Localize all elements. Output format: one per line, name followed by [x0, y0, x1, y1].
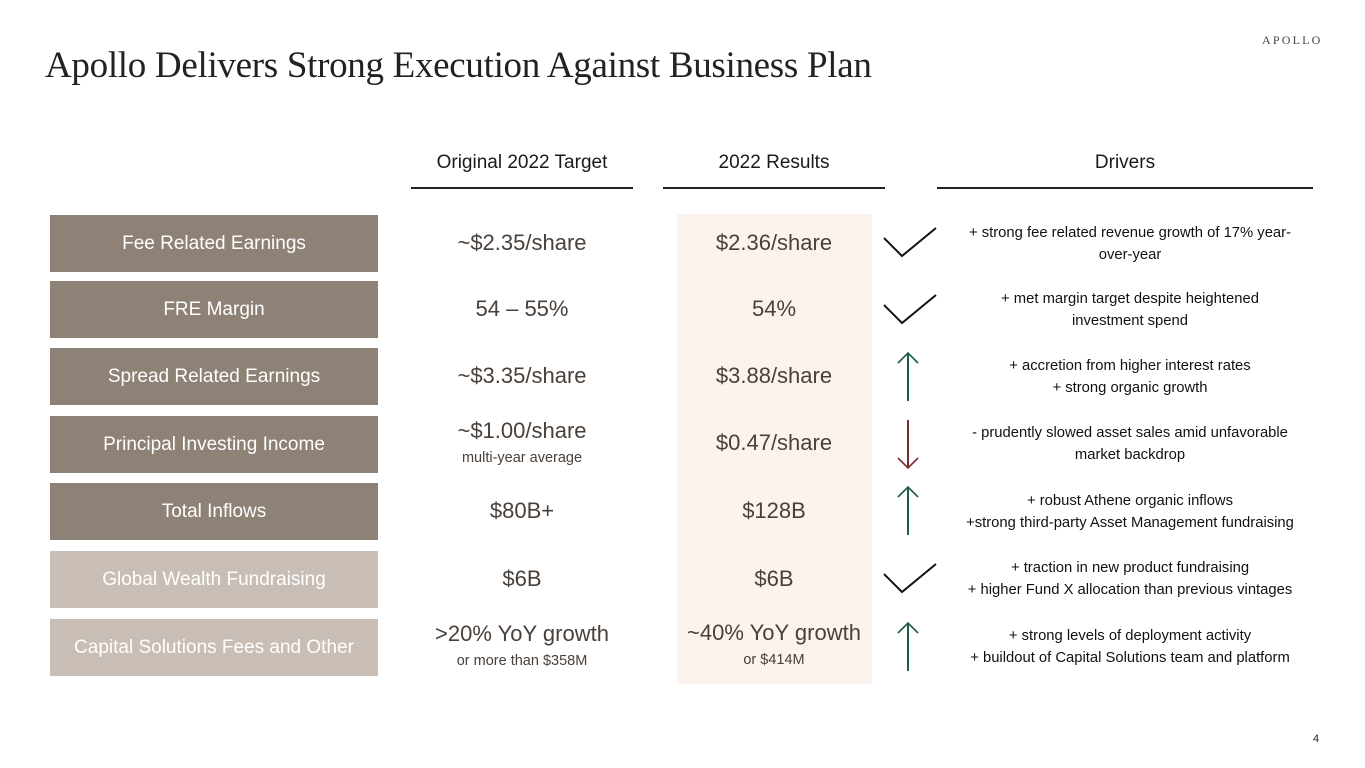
row-label-total-inflows: Total Inflows: [50, 483, 378, 540]
row-label-fre-margin: FRE Margin: [50, 281, 378, 338]
row-label-capital-solutions-fees: Capital Solutions Fees and Other: [50, 619, 378, 676]
row-label-text: Spread Related Earnings: [107, 365, 321, 387]
check-icon: [883, 227, 937, 258]
driver-line: + buildout of Capital Solutions team and…: [970, 650, 1290, 666]
driver-text: + robust Athene organic inflows +strong t…: [944, 490, 1316, 534]
driver-line: + robust Athene organic inflows: [1026, 493, 1234, 509]
target-cell: >20% YoY growth or more than $358M: [411, 621, 633, 671]
check-icon: [883, 563, 937, 594]
driver-text: + accretion from higher interest rates + …: [944, 355, 1316, 399]
result-note: or $414M: [743, 652, 805, 668]
row-label-text: Principal Investing Income: [103, 433, 325, 455]
row-label-global-wealth-fundraising: Global Wealth Fundraising: [50, 551, 378, 608]
page-title: Apollo Delivers Strong Execution Against…: [45, 45, 872, 86]
result-cell: $6B: [663, 566, 885, 592]
result-cell: $2.36/share: [663, 230, 885, 256]
row-label-principal-investing-income: Principal Investing Income: [50, 416, 378, 473]
driver-line: + traction in new product fundraising: [1010, 560, 1250, 576]
target-value: ~$3.35/share: [457, 363, 587, 388]
result-value: $6B: [754, 566, 794, 591]
target-cell: 54 – 55%: [411, 296, 633, 322]
column-header-results-underline: [663, 187, 885, 189]
target-cell: ~$2.35/share: [411, 230, 633, 256]
arrow-down-icon: [897, 420, 919, 470]
driver-line: + strong levels of deployment activity: [1008, 628, 1252, 644]
apollo-logo: APOLLO: [1262, 33, 1323, 47]
driver-line: + strong fee related revenue growth of 1…: [968, 225, 1292, 241]
result-value: $2.36/share: [715, 230, 833, 255]
result-cell: $3.88/share: [663, 363, 885, 389]
row-label-text: Global Wealth Fundraising: [102, 568, 326, 590]
target-cell: $6B: [411, 566, 633, 592]
target-cell: ~$3.35/share: [411, 363, 633, 389]
arrow-up-icon: [897, 351, 919, 401]
result-value: 54%: [751, 296, 797, 321]
row-label-fee-related-earnings: Fee Related Earnings: [50, 215, 378, 272]
driver-line: + accretion from higher interest rates: [1009, 358, 1251, 374]
driver-text: + strong levels of deployment activity + …: [944, 625, 1316, 669]
target-note: multi-year average: [461, 450, 583, 466]
result-value: $0.47/share: [715, 430, 833, 455]
driver-line: + met margin target despite heightened: [1001, 291, 1259, 307]
result-value: $128B: [742, 498, 806, 523]
driver-line: market backdrop: [1074, 447, 1186, 463]
driver-line: over-year: [1098, 247, 1162, 263]
column-header-drivers: Drivers: [1094, 152, 1156, 173]
check-icon: [883, 294, 937, 325]
result-value: $3.88/share: [715, 363, 833, 388]
driver-text: + traction in new product fundraising + h…: [944, 557, 1316, 601]
results-highlight-column: [677, 214, 872, 684]
driver-line: investment spend: [1072, 313, 1188, 329]
target-value: $6B: [502, 566, 542, 591]
arrow-up-icon: [897, 621, 919, 671]
page-number: 4: [1313, 733, 1320, 745]
row-label-text: FRE Margin: [163, 298, 265, 320]
driver-text: + strong fee related revenue growth of 1…: [944, 222, 1316, 266]
result-cell: 54%: [663, 296, 885, 322]
target-note: or more than $358M: [456, 653, 588, 669]
arrow-up-icon: [897, 485, 919, 535]
driver-line: - prudently slowed asset sales amid unfa…: [972, 425, 1288, 441]
column-header-drivers-underline: [937, 187, 1313, 189]
column-header-results: 2022 Results: [718, 152, 830, 173]
target-cell: ~$1.00/share multi-year average: [411, 418, 633, 468]
driver-line: + strong organic growth: [1052, 380, 1208, 396]
target-cell: $80B+: [411, 498, 633, 524]
driver-text: + met margin target despite heightened in…: [944, 288, 1316, 332]
target-value: >20% YoY growth: [435, 621, 609, 646]
result-cell: $128B: [663, 498, 885, 524]
result-value: ~40% YoY growth: [687, 620, 861, 645]
target-value: ~$1.00/share: [457, 418, 587, 443]
target-value: 54 – 55%: [475, 296, 569, 321]
result-cell: ~40% YoY growth or $414M: [663, 620, 885, 670]
driver-line: + higher Fund X allocation than previous…: [967, 582, 1293, 598]
row-label-text: Fee Related Earnings: [122, 232, 306, 254]
result-cell: $0.47/share: [663, 430, 885, 456]
column-header-target-underline: [411, 187, 633, 189]
driver-text: - prudently slowed asset sales amid unfa…: [944, 422, 1316, 466]
column-header-target: Original 2022 Target: [436, 152, 608, 173]
target-value: ~$2.35/share: [457, 230, 587, 255]
target-value: $80B+: [489, 498, 555, 523]
row-label-spread-related-earnings: Spread Related Earnings: [50, 348, 378, 405]
driver-line: +strong third-party Asset Management fun…: [966, 515, 1294, 531]
row-label-text: Capital Solutions Fees and Other: [74, 636, 354, 658]
row-label-text: Total Inflows: [161, 500, 267, 522]
